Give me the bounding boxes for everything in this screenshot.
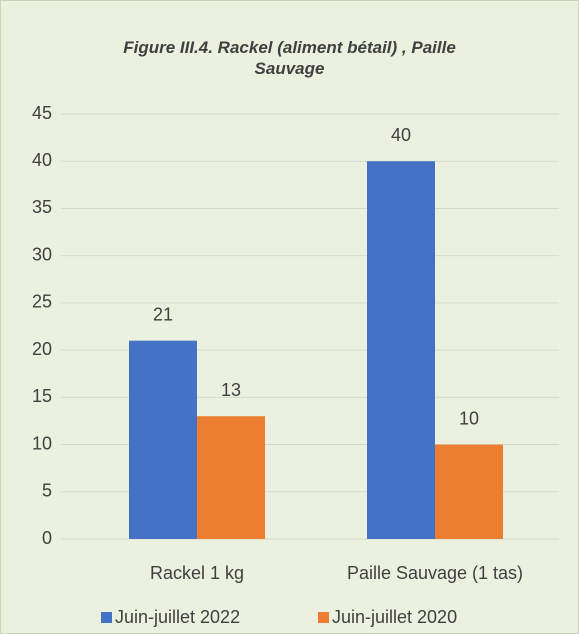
bar (435, 444, 503, 539)
chart-title: Figure III.4. Rackel (aliment bétail) , … (123, 38, 456, 78)
data-label: 40 (391, 125, 411, 145)
legend-swatch (318, 612, 329, 623)
y-tick-label: 30 (32, 244, 52, 264)
y-tick-label: 5 (42, 481, 52, 501)
data-label: 10 (459, 408, 479, 428)
y-tick-label: 25 (32, 292, 52, 312)
data-label: 13 (221, 380, 241, 400)
y-tick-label: 35 (32, 197, 52, 217)
y-tick-label: 20 (32, 339, 52, 359)
y-tick-label: 40 (32, 150, 52, 170)
y-tick-label: 0 (42, 528, 52, 548)
bar (129, 340, 197, 539)
legend-swatch (101, 612, 112, 623)
y-tick-label: 10 (32, 433, 52, 453)
bar (367, 161, 435, 539)
y-tick-label: 45 (32, 103, 52, 123)
x-tick-label: Rackel 1 kg (150, 563, 244, 583)
y-tick-label: 15 (32, 386, 52, 406)
legend-label: Juin-juillet 2022 (115, 607, 240, 627)
bar (197, 416, 265, 539)
data-label: 21 (153, 304, 173, 324)
legend-label: Juin-juillet 2020 (332, 607, 457, 627)
x-tick-label: Paille Sauvage (1 tas) (347, 563, 523, 583)
